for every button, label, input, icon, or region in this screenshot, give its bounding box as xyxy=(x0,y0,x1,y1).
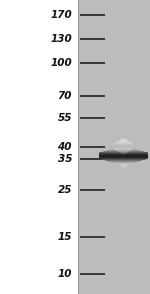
Text: 15: 15 xyxy=(57,232,72,242)
Text: 55: 55 xyxy=(57,113,72,123)
Text: 35: 35 xyxy=(57,154,72,164)
Text: 70: 70 xyxy=(57,91,72,101)
Text: 170: 170 xyxy=(50,10,72,20)
Text: 10: 10 xyxy=(57,269,72,279)
Text: 25: 25 xyxy=(57,185,72,195)
Text: 100: 100 xyxy=(50,58,72,68)
Bar xyxy=(0,0,78,294)
Bar xyxy=(78,0,150,294)
Text: 40: 40 xyxy=(57,142,72,152)
Text: 130: 130 xyxy=(50,34,72,44)
